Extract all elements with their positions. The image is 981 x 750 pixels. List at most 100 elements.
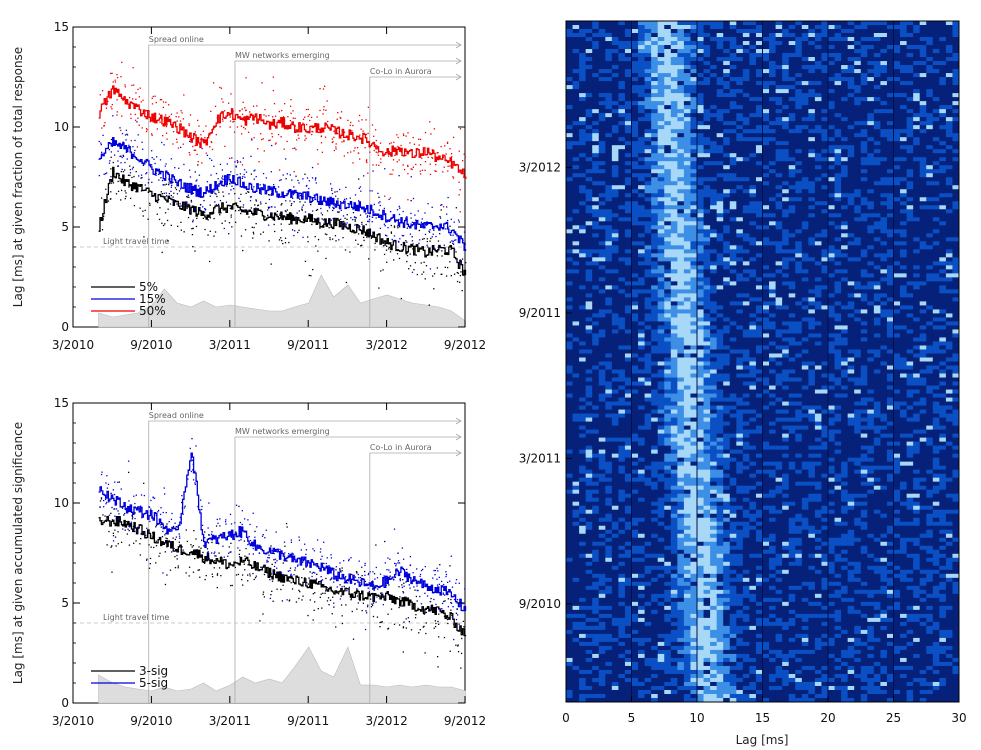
heatmap-cell <box>900 21 907 26</box>
scatter-dot <box>413 143 416 145</box>
scatter-dot <box>396 161 398 163</box>
scatter-dot <box>170 178 172 180</box>
scatter-dot <box>292 197 294 200</box>
heatmap-cell <box>828 165 835 170</box>
heatmap-cell <box>913 177 921 182</box>
heatmap-cell <box>814 93 822 98</box>
heatmap-cell <box>841 121 849 126</box>
heatmap-cell <box>664 49 672 54</box>
scatter-dot <box>311 177 314 179</box>
scatter-dot <box>394 241 397 243</box>
heatmap-cell <box>690 157 698 162</box>
heatmap-cell <box>572 53 580 58</box>
heatmap-cell <box>624 169 632 174</box>
heatmap-cell <box>579 37 587 42</box>
heatmap-cell <box>644 77 652 82</box>
heatmap-cell <box>880 105 888 110</box>
heatmap-cell <box>847 89 855 94</box>
heatmap-cell <box>657 85 665 90</box>
heatmap-cell <box>697 57 704 62</box>
heatmap-cell <box>814 89 822 94</box>
heatmap-cell <box>697 69 704 74</box>
scatter-dot <box>369 571 371 573</box>
heatmap-cell <box>618 29 626 34</box>
heatmap-cell <box>611 37 619 42</box>
scatter-dot <box>230 551 232 553</box>
scatter-dot <box>261 535 264 537</box>
heatmap-cell <box>742 73 750 78</box>
heatmap-cell <box>644 29 652 34</box>
heatmap-cell <box>906 181 914 186</box>
scatter-dot <box>180 110 182 112</box>
scatter-dot <box>130 523 132 525</box>
heatmap-cell <box>769 45 776 50</box>
scatter-dot <box>463 153 465 155</box>
scatter-dot <box>174 187 177 189</box>
scatter-dot <box>319 87 321 90</box>
scatter-dot <box>360 128 362 130</box>
heatmap-cell <box>611 73 619 78</box>
scatter-dot <box>162 511 164 514</box>
scatter-dot <box>390 608 393 610</box>
heatmap-cell <box>913 129 921 134</box>
heatmap-cell <box>906 125 914 130</box>
heatmap-cell <box>585 85 593 90</box>
scatter-dot <box>335 566 337 568</box>
heatmap-cell <box>657 81 665 86</box>
heatmap-cell <box>906 33 914 38</box>
scatter-dot <box>142 164 145 167</box>
scatter-dot <box>317 238 320 241</box>
heatmap-cell <box>618 69 626 74</box>
heatmap-cell <box>873 97 881 102</box>
heatmap-cell <box>801 113 809 118</box>
heatmap-cell <box>782 21 790 26</box>
heatmap-cell <box>677 109 685 114</box>
heatmap-cell <box>729 49 737 54</box>
shaded-area-bottom <box>98 646 466 704</box>
scatter-dot <box>191 546 193 548</box>
scatter-dot <box>371 216 374 219</box>
heatmap-cell <box>749 165 757 170</box>
heatmap-cell <box>716 109 724 114</box>
heatmap-cell <box>788 129 796 134</box>
heatmap-cell <box>795 149 803 154</box>
scatter-dot <box>268 115 270 117</box>
scatter-dot <box>111 506 113 509</box>
scatter-dot <box>298 137 300 139</box>
heatmap-cell <box>703 49 711 54</box>
heatmap-cell <box>690 133 698 138</box>
scatter-dot <box>249 196 252 198</box>
scatter-dot <box>251 226 253 228</box>
heatmap-cell <box>742 149 750 154</box>
scatter-dot <box>126 533 128 535</box>
heatmap-cell <box>945 117 953 122</box>
heatmap-cell <box>945 45 953 50</box>
heatmap-cell <box>932 49 940 54</box>
heatmap-cell <box>710 121 718 126</box>
scatter-dot <box>271 550 273 552</box>
scatter-dot <box>403 168 406 171</box>
scatter-dot <box>247 564 249 566</box>
heatmap-cell <box>893 97 901 102</box>
heatmap-cell <box>657 69 665 74</box>
scatter-dot <box>410 217 412 219</box>
heatmap-cell <box>651 85 659 90</box>
heatmap-cell <box>683 101 691 106</box>
scatter-dot <box>425 611 428 614</box>
scatter-dot <box>307 583 309 585</box>
heatmap-cell <box>742 133 750 138</box>
scatter-dot <box>164 551 166 553</box>
heatmap-cell <box>644 33 652 38</box>
scatter-dot <box>367 258 370 260</box>
heatmap-cell <box>782 121 790 126</box>
heatmap-cell <box>638 49 645 54</box>
scatter-dot <box>355 239 357 241</box>
heatmap-cell <box>664 89 672 94</box>
scatter-dot <box>373 211 375 213</box>
heatmap-cell <box>585 113 593 118</box>
heatmap-cell <box>618 165 626 170</box>
scatter-dot <box>310 116 313 119</box>
scatter-dot <box>176 141 178 143</box>
scatter-dot <box>214 555 216 557</box>
heatmap-cell <box>703 149 711 154</box>
